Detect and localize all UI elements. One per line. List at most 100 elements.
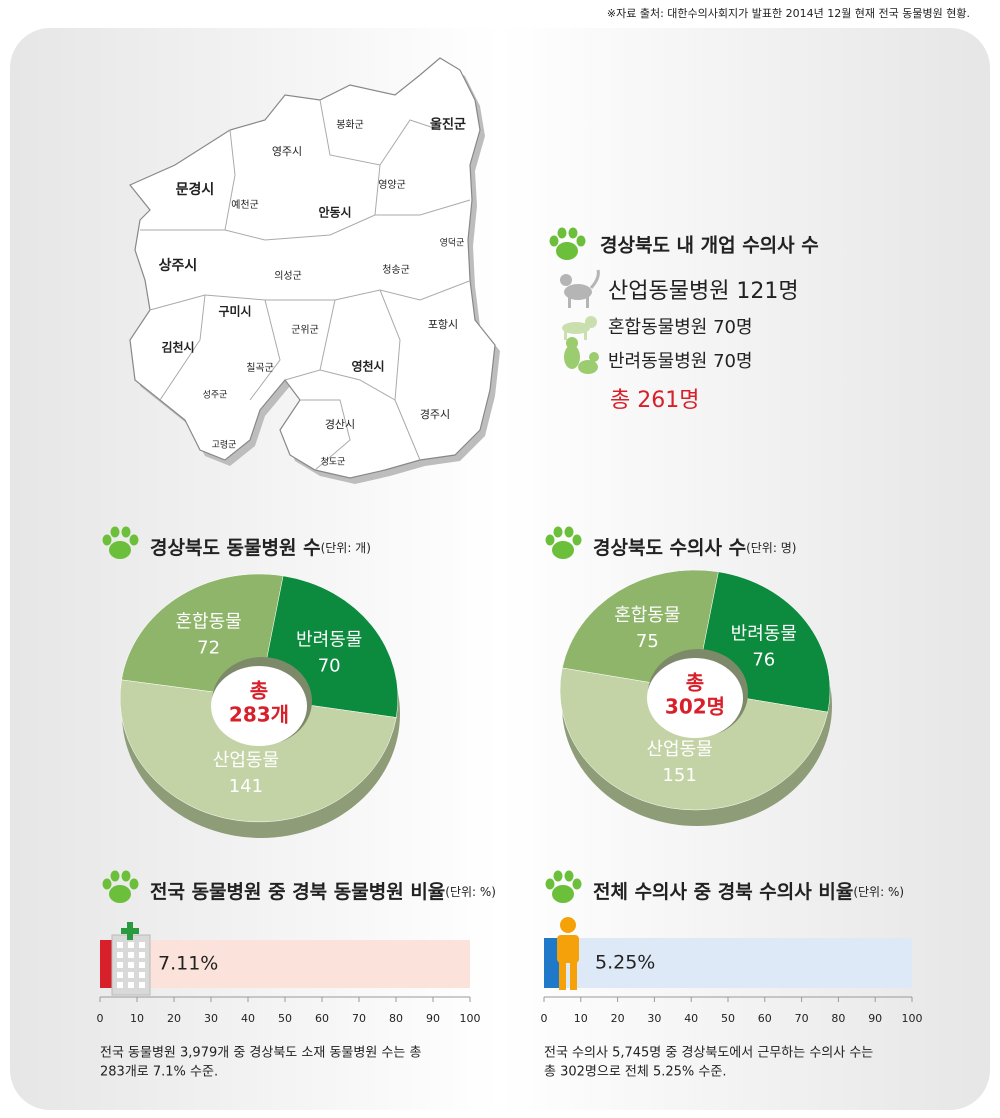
- summary: 경상북도 내 개업 수의사 수 산업동물병원 121명 혼합동물병원 70명 반…: [560, 235, 819, 413]
- window: [128, 972, 134, 978]
- region-label: 울진군: [430, 117, 466, 133]
- x-tick-label: 30: [647, 1012, 661, 1025]
- slice-label: 산업동물: [646, 739, 712, 760]
- paw-icon: [549, 227, 586, 260]
- note-text: 총 302명으로 전체 5.25% 수준.: [544, 1065, 726, 1080]
- x-tick-label: 90: [426, 1012, 440, 1025]
- x-tick-label: 50: [278, 1012, 292, 1025]
- region-label: 영주시: [272, 145, 302, 158]
- center-total: 302명: [665, 695, 725, 719]
- x-tick-label: 60: [758, 1012, 772, 1025]
- region-label: 청도군: [321, 457, 346, 468]
- x-tick-label: 30: [204, 1012, 218, 1025]
- slice-label: 산업동물: [213, 750, 279, 771]
- x-tick-label: 80: [831, 1012, 845, 1025]
- center-label: 총: [686, 671, 704, 695]
- unit-text: (단위: 명): [746, 541, 796, 555]
- person-icon: [557, 917, 579, 990]
- paw-toe: [564, 526, 574, 538]
- paw-toe: [129, 534, 139, 546]
- x-tick-label: 40: [684, 1012, 698, 1025]
- summary-item: 반려동물병원 70명: [608, 351, 753, 372]
- bar-track: [544, 938, 912, 988]
- note-text: 전국 동물병원 3,979개 중 경상북도 소재 동물병원 수는 총: [100, 1046, 421, 1061]
- region-label: 영양군: [378, 179, 406, 191]
- window: [117, 982, 123, 988]
- bar-track: [100, 940, 470, 988]
- paw-toe: [545, 878, 555, 890]
- window: [117, 972, 123, 978]
- region-label: 김천시: [161, 340, 194, 355]
- paw-icon: [102, 870, 139, 903]
- slice-label: 반려동물: [296, 629, 362, 650]
- window: [117, 952, 123, 958]
- slice: [119, 679, 397, 823]
- x-tick-label: 20: [611, 1012, 625, 1025]
- section-title: 경상북도 수의사 수(단위: 명): [593, 537, 796, 559]
- window: [139, 972, 145, 978]
- region-label: 예천군: [231, 199, 259, 211]
- map-outline: [129, 57, 496, 479]
- paw-toe: [121, 526, 131, 538]
- window: [128, 982, 134, 988]
- x-tick-label: 80: [389, 1012, 403, 1025]
- region-label: 성주군: [203, 390, 228, 401]
- region-label: 상주시: [159, 258, 198, 274]
- paw-pad: [552, 541, 574, 559]
- donut-hole: [211, 666, 307, 746]
- x-tick-label: 100: [902, 1012, 923, 1025]
- region-label: 안동시: [318, 205, 351, 220]
- bar-value-label: 5.25%: [595, 952, 655, 974]
- region-label: 경산시: [325, 418, 355, 431]
- slice-value: 75: [636, 631, 659, 652]
- paw-icon: [102, 526, 139, 559]
- paw-toe: [576, 235, 586, 247]
- window: [139, 952, 145, 958]
- window: [128, 952, 134, 958]
- slice-value: 76: [752, 650, 775, 671]
- region-label: 군위군: [291, 323, 319, 336]
- x-tick-label: 20: [167, 1012, 181, 1025]
- slice-value: 70: [318, 655, 341, 676]
- x-tick-label: 60: [315, 1012, 329, 1025]
- region-label: 구미시: [218, 304, 251, 319]
- section-title: 경상북도 동물병원 수(단위: 개): [150, 537, 371, 559]
- paw-toe: [564, 870, 574, 882]
- region-label: 의성군: [274, 270, 302, 282]
- region-label: 경주시: [420, 408, 450, 421]
- x-tick-label: 70: [795, 1012, 809, 1025]
- paw-toe: [110, 870, 120, 882]
- summary-item: 혼합동물병원 70명: [608, 317, 753, 338]
- torso: [557, 935, 579, 963]
- paw-toe: [572, 534, 582, 546]
- slice-value: 72: [197, 638, 220, 659]
- x-tick-label: 10: [130, 1012, 144, 1025]
- window: [117, 962, 123, 968]
- slice-label: 혼합동물: [175, 612, 241, 633]
- region-label: 봉화군: [336, 119, 364, 131]
- paw-toe: [102, 534, 112, 546]
- title-text: 전국 동물병원 중 경북 동물병원 비율: [150, 881, 445, 903]
- paw-pad: [552, 885, 574, 903]
- x-tick-label: 90: [868, 1012, 882, 1025]
- paw-pad: [556, 242, 578, 260]
- title-text: 경상북도 수의사 수: [593, 537, 746, 559]
- cat-icon: [560, 269, 600, 308]
- x-tick-label: 50: [721, 1012, 735, 1025]
- window: [128, 962, 134, 968]
- paw-icon: [545, 526, 582, 559]
- slice-value: 141: [229, 776, 263, 797]
- window: [139, 982, 145, 988]
- region-label: 영덕군: [440, 238, 465, 249]
- x-tick-label: 70: [352, 1012, 366, 1025]
- center-label: 총: [250, 679, 268, 703]
- cross: [121, 922, 139, 940]
- summary-title: 경상북도 내 개업 수의사 수: [600, 235, 819, 257]
- unit-text: (단위: 개): [321, 541, 371, 555]
- slice-value: 151: [662, 765, 696, 786]
- hospital-icon: [111, 922, 151, 996]
- paw-toe: [549, 235, 559, 247]
- x-tick-label: 0: [541, 1012, 548, 1025]
- paw-toe: [553, 870, 563, 882]
